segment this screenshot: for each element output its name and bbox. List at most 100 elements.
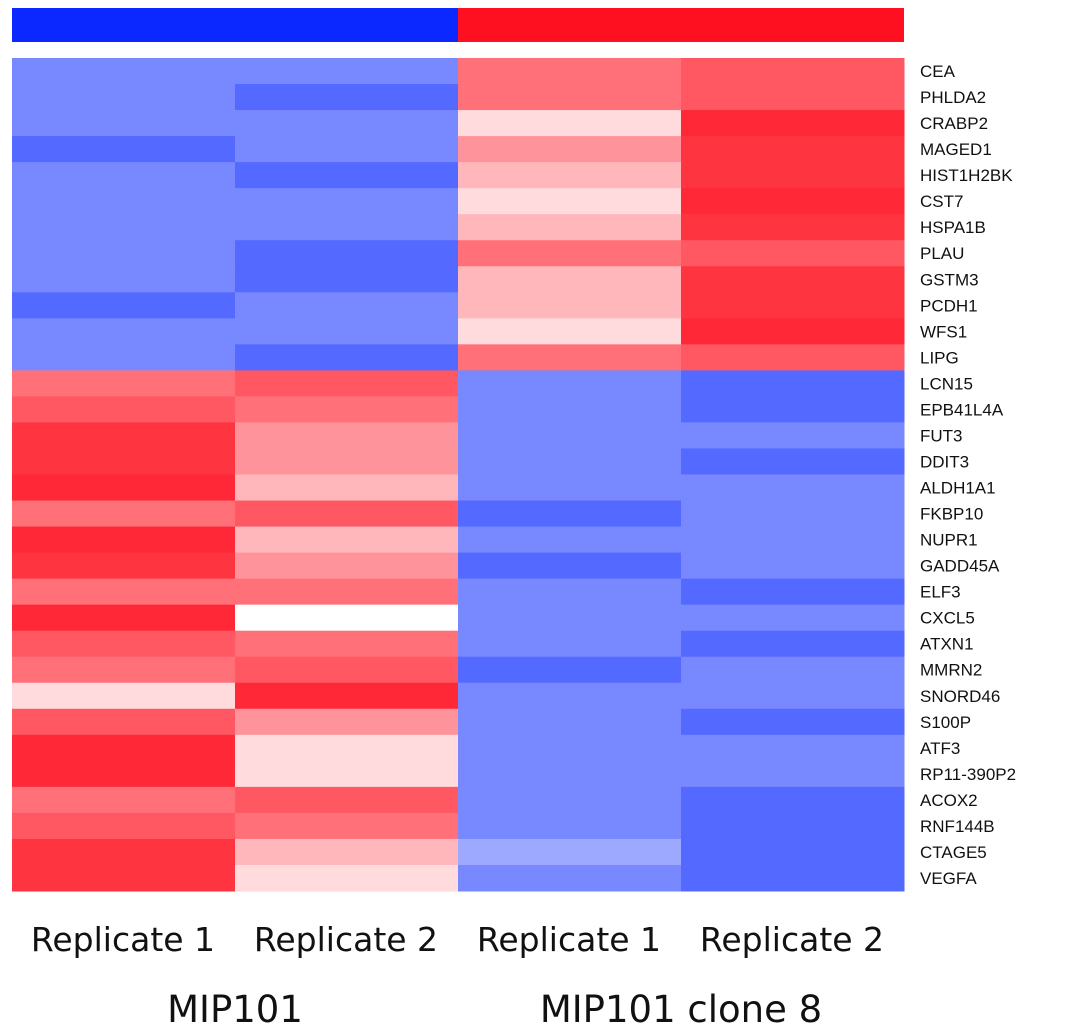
heatmap-cell	[235, 838, 459, 866]
heatmap-cell	[681, 500, 905, 528]
heatmap-cell	[458, 84, 682, 111]
heatmap-cell	[235, 292, 459, 319]
heatmap-cell	[12, 760, 236, 788]
heatmap-cell	[458, 344, 682, 371]
gene-label: MAGED1	[920, 140, 992, 159]
heatmap-cell	[681, 526, 905, 554]
heatmap-cell	[235, 266, 459, 293]
heatmap-cell	[458, 110, 682, 137]
heatmap-cell	[235, 84, 459, 111]
heatmap-cell	[12, 630, 236, 658]
heatmap-cell	[235, 214, 459, 241]
heatmap-cell	[681, 786, 905, 814]
heatmap-cell	[681, 58, 905, 85]
heatmap-cell	[12, 474, 236, 502]
column-label: Replicate 2	[699, 920, 885, 959]
heatmap-cell	[12, 682, 236, 710]
column-label: Replicate 1	[476, 920, 662, 959]
heatmap-cell	[12, 266, 236, 293]
gene-label: ELF3	[920, 583, 961, 602]
heatmap-cell	[12, 656, 236, 684]
heatmap-cell	[235, 318, 459, 345]
heatmap-cell	[458, 734, 682, 762]
heatmap-cell	[458, 188, 682, 215]
heatmap-cell	[12, 292, 236, 319]
group-bar-1	[12, 8, 458, 42]
gene-label: ALDH1A1	[920, 479, 996, 498]
heatmap-cell	[458, 656, 682, 684]
heatmap-cell	[235, 370, 459, 397]
heatmap-cell	[12, 188, 236, 215]
heatmap-cell	[458, 240, 682, 267]
heatmap-cell	[681, 838, 905, 866]
heatmap-cell	[681, 864, 905, 892]
heatmap-cell	[681, 708, 905, 736]
heatmap-cell	[12, 864, 236, 892]
heatmap-cell	[458, 812, 682, 840]
heatmap-cell	[458, 526, 682, 554]
heatmap-cell	[681, 84, 905, 111]
heatmap-cell	[235, 526, 459, 554]
group-label: MIP101 clone 8	[539, 988, 823, 1031]
heatmap-cell	[458, 552, 682, 580]
heatmap-cell	[12, 552, 236, 580]
heatmap-cell	[458, 214, 682, 241]
heatmap-cell	[235, 760, 459, 788]
heatmap-cell	[681, 630, 905, 658]
group-bar-2	[458, 8, 904, 42]
gene-label: FKBP10	[920, 505, 983, 524]
heatmap-cell	[12, 84, 236, 111]
heatmap-cell	[12, 240, 236, 267]
gene-label: LIPG	[920, 348, 959, 367]
heatmap-cell	[12, 162, 236, 189]
heatmap-cell	[235, 448, 459, 475]
column-label: Replicate 1	[30, 920, 216, 959]
heatmap-cell	[458, 292, 682, 319]
heatmap-cell	[458, 370, 682, 397]
gene-label: GADD45A	[920, 557, 1000, 576]
heatmap-cell	[12, 448, 236, 475]
gene-label: CRABP2	[920, 114, 988, 133]
heatmap-cell	[235, 58, 459, 85]
gene-label: RNF144B	[920, 817, 995, 836]
heatmap-cell	[458, 58, 682, 85]
heatmap-cell	[681, 812, 905, 840]
heatmap-cell	[458, 448, 682, 475]
heatmap-cell	[235, 552, 459, 580]
heatmap-cell	[681, 266, 905, 293]
gene-label: ATF3	[920, 739, 960, 758]
heatmap-cell	[12, 708, 236, 736]
heatmap-cell	[235, 604, 459, 632]
gene-label: ACOX2	[920, 791, 978, 810]
heatmap-cell	[458, 760, 682, 788]
heatmap-cell	[681, 240, 905, 267]
heatmap-cell	[12, 396, 236, 423]
heatmap-cell	[235, 656, 459, 684]
heatmap-cell	[681, 682, 905, 710]
heatmap-cell	[458, 396, 682, 423]
heatmap-cell	[681, 370, 905, 397]
heatmap-cell	[235, 812, 459, 840]
heatmap-cell	[681, 578, 905, 606]
heatmap-cell	[235, 864, 459, 892]
heatmap-cell	[235, 422, 459, 449]
heatmap-cell	[12, 838, 236, 866]
heatmap-cell	[235, 344, 459, 371]
heatmap-cell	[12, 786, 236, 814]
gene-label: DDIT3	[920, 452, 969, 471]
heatmap-cell	[235, 474, 459, 502]
heatmap-cell	[12, 526, 236, 554]
gene-labels: CEA PHLDA2 CRABP2 MAGED1 HIST1H2BK CST7 HSPA1B…	[920, 62, 1016, 888]
heatmap-cell	[235, 136, 459, 163]
heatmap-cell	[12, 500, 236, 528]
heatmap-cell	[458, 266, 682, 293]
gene-label: RP11-390P2	[920, 765, 1016, 784]
heatmap-cell	[235, 578, 459, 606]
heatmap-cell	[681, 188, 905, 215]
gene-label: NUPR1	[920, 531, 978, 550]
gene-label: GSTM3	[920, 270, 979, 289]
heatmap-cell	[235, 786, 459, 814]
heatmap-cell	[458, 500, 682, 528]
heatmap-cell	[458, 318, 682, 345]
heatmap-cell	[12, 58, 236, 85]
